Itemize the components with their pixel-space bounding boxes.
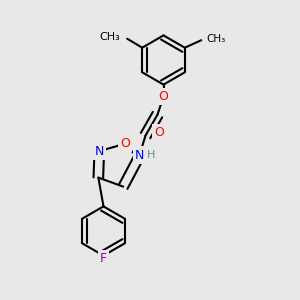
Text: N: N [94,145,104,158]
Text: O: O [159,90,168,103]
Text: CH₃: CH₃ [207,34,226,44]
Text: N: N [135,148,144,162]
Text: O: O [120,137,130,150]
Text: F: F [100,252,107,265]
Text: H: H [147,150,156,160]
Text: O: O [154,126,164,139]
Text: CH₃: CH₃ [99,32,120,42]
